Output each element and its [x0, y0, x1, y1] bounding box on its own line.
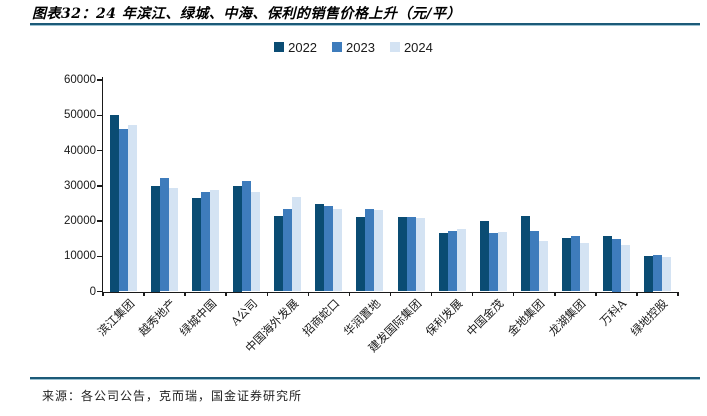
y-tick-label: 30000 [64, 179, 96, 192]
bar-2023-中国海外发展 [283, 209, 293, 292]
legend-swatch-2022 [274, 42, 285, 52]
bar-2024-绿地控股 [661, 257, 671, 292]
y-tick-mark [97, 255, 102, 257]
y-tick-mark [97, 290, 102, 293]
legend-label: 2022 [288, 39, 318, 55]
bar-2024-绿城中国 [210, 189, 220, 292]
bar-2023-绿城中国 [201, 192, 211, 292]
bar-2022-华润置地 [356, 216, 366, 292]
bar-2022-保利发展 [438, 232, 448, 292]
x-tick-mark [143, 291, 145, 296]
bar-2023-招商蛇口 [324, 206, 334, 292]
x-tick-mark [184, 291, 186, 296]
bar-2024-滨江集团 [128, 124, 138, 292]
bar-2023-金地集团 [529, 230, 539, 292]
bar-2024-金地集团 [538, 241, 548, 292]
legend-item-2022: 2022 [274, 40, 317, 55]
figure-title: 图表32：24 年滨江、绿城、中海、保利的销售价格上升（元/平） [32, 6, 461, 22]
bar-2022-绿城中国 [192, 198, 202, 292]
x-tick-mark [430, 291, 433, 296]
bar-2022-越秀地产 [151, 185, 161, 292]
bar-2024-越秀地产 [169, 188, 179, 292]
bar-2024-招商蛇口 [333, 208, 343, 292]
y-tick-mark [97, 149, 102, 152]
bar-2023-越秀地产 [160, 178, 170, 292]
x-tick-mark [471, 291, 474, 296]
bar-2023-华润置地 [365, 209, 375, 292]
bar-2022-滨江集团 [110, 115, 120, 292]
y-tick-label: 10000 [64, 250, 96, 263]
bar-2022-中国海外发展 [274, 216, 284, 292]
bar-2024-保利发展 [456, 228, 466, 292]
legend-swatch-2024 [389, 42, 400, 52]
y-tick-label: 50000 [64, 109, 96, 122]
legend-label: 2024 [403, 39, 433, 55]
bar-2023-龙湖集团 [570, 236, 580, 292]
x-tick-mark [348, 291, 351, 296]
bar-2023-滨江集团 [119, 129, 129, 292]
bar-2024-建发国际集团 [415, 218, 425, 292]
y-tick-mark [97, 79, 102, 81]
source-note: 来源：各公司公告，克而瑞，国金证券研究所 [42, 389, 303, 403]
x-tick-mark [512, 291, 515, 296]
bar-2024-A公司 [251, 191, 261, 292]
y-tick-label: 40000 [64, 144, 96, 157]
y-tick-mark [97, 185, 102, 187]
x-tick-mark [595, 291, 597, 296]
x-tick-mark [677, 291, 679, 296]
bar-2023-中国金茂 [488, 232, 498, 292]
legend-label: 2023 [346, 39, 375, 55]
y-axis-line [101, 77, 103, 293]
bar-2022-建发国际集团 [397, 217, 407, 292]
x-tick-mark [307, 291, 310, 296]
bar-2024-中国金茂 [497, 231, 507, 292]
legend-item-2023: 2023 [332, 40, 375, 55]
bar-2023-万科A [611, 238, 621, 292]
legend-item-2024: 2024 [389, 39, 433, 55]
bar-2024-万科A [620, 244, 630, 292]
bar-2022-中国金茂 [479, 220, 489, 292]
bar-2022-龙湖集团 [561, 237, 571, 292]
bar-2022-金地集团 [520, 216, 530, 292]
bar-2023-绿地控股 [652, 255, 662, 292]
x-tick-mark [554, 291, 556, 296]
x-tick-mark [266, 291, 269, 296]
x-tick-mark [389, 291, 392, 296]
bar-2022-招商蛇口 [315, 204, 325, 292]
x-tick-mark [102, 291, 104, 296]
title-divider [30, 23, 700, 26]
bar-2023-建发国际集团 [406, 217, 416, 292]
bar-2024-中国海外发展 [292, 196, 302, 292]
bar-2024-龙湖集团 [579, 242, 589, 292]
chart-legend: 2022 2023 2024 [0, 39, 707, 55]
footer-divider [30, 377, 700, 380]
y-tick-label: 20000 [64, 215, 96, 227]
bar-2022-A公司 [233, 185, 243, 292]
bar-2022-万科A [602, 236, 612, 292]
x-tick-mark [636, 291, 638, 296]
x-tick-mark [225, 291, 227, 296]
y-tick-mark [97, 114, 102, 116]
bar-2023-保利发展 [447, 230, 457, 292]
bar-2022-绿地控股 [643, 256, 653, 292]
bar-2024-华润置地 [374, 210, 384, 292]
y-tick-mark [97, 220, 102, 222]
bar-2023-A公司 [242, 181, 252, 292]
y-tick-label: 60000 [64, 74, 96, 86]
legend-swatch-2023 [332, 42, 343, 52]
y-tick-label: 0 [89, 285, 96, 298]
